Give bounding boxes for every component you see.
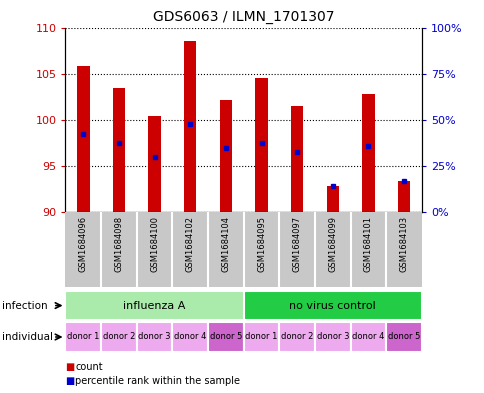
Bar: [136, 322, 172, 352]
Text: donor 2: donor 2: [103, 332, 135, 342]
Text: individual: individual: [2, 332, 53, 342]
Bar: [243, 291, 421, 320]
Title: GDS6063 / ILMN_1701307: GDS6063 / ILMN_1701307: [152, 10, 334, 24]
Text: GSM1684099: GSM1684099: [328, 216, 337, 272]
Text: ■: ■: [65, 362, 75, 373]
Text: donor 1: donor 1: [67, 332, 99, 342]
Bar: [65, 291, 243, 320]
Text: no virus control: no virus control: [289, 301, 376, 310]
Text: donor 2: donor 2: [280, 332, 313, 342]
Text: count: count: [75, 362, 103, 373]
Text: donor 1: donor 1: [245, 332, 277, 342]
Bar: [65, 322, 101, 352]
Bar: [183, 41, 196, 212]
Bar: [148, 116, 161, 212]
Bar: [77, 66, 90, 212]
Bar: [397, 181, 409, 212]
Text: GSM1684103: GSM1684103: [399, 216, 408, 272]
Bar: [101, 322, 136, 352]
Bar: [255, 78, 267, 212]
Text: infection: infection: [2, 301, 48, 311]
Text: GSM1684100: GSM1684100: [150, 216, 159, 272]
Bar: [208, 322, 243, 352]
Bar: [112, 88, 125, 212]
Text: influenza A: influenza A: [123, 301, 185, 310]
Bar: [243, 322, 279, 352]
Text: donor 4: donor 4: [174, 332, 206, 342]
Text: ■: ■: [65, 376, 75, 386]
Bar: [385, 322, 421, 352]
Bar: [219, 99, 232, 212]
Text: GSM1684104: GSM1684104: [221, 216, 230, 272]
Text: GSM1684096: GSM1684096: [78, 216, 88, 272]
Bar: [279, 322, 314, 352]
Text: donor 3: donor 3: [316, 332, 348, 342]
Bar: [362, 94, 374, 212]
Bar: [172, 322, 208, 352]
Text: donor 5: donor 5: [209, 332, 242, 342]
Bar: [314, 322, 350, 352]
Text: GSM1684097: GSM1684097: [292, 216, 301, 272]
Bar: [350, 322, 385, 352]
Text: GSM1684102: GSM1684102: [185, 216, 195, 272]
Text: donor 3: donor 3: [138, 332, 170, 342]
Text: percentile rank within the sample: percentile rank within the sample: [75, 376, 240, 386]
Text: donor 4: donor 4: [351, 332, 384, 342]
Text: donor 5: donor 5: [387, 332, 420, 342]
Text: GSM1684098: GSM1684098: [114, 216, 123, 272]
Bar: [326, 186, 338, 212]
Bar: [290, 106, 303, 212]
Text: GSM1684101: GSM1684101: [363, 216, 372, 272]
Text: GSM1684095: GSM1684095: [257, 216, 266, 272]
